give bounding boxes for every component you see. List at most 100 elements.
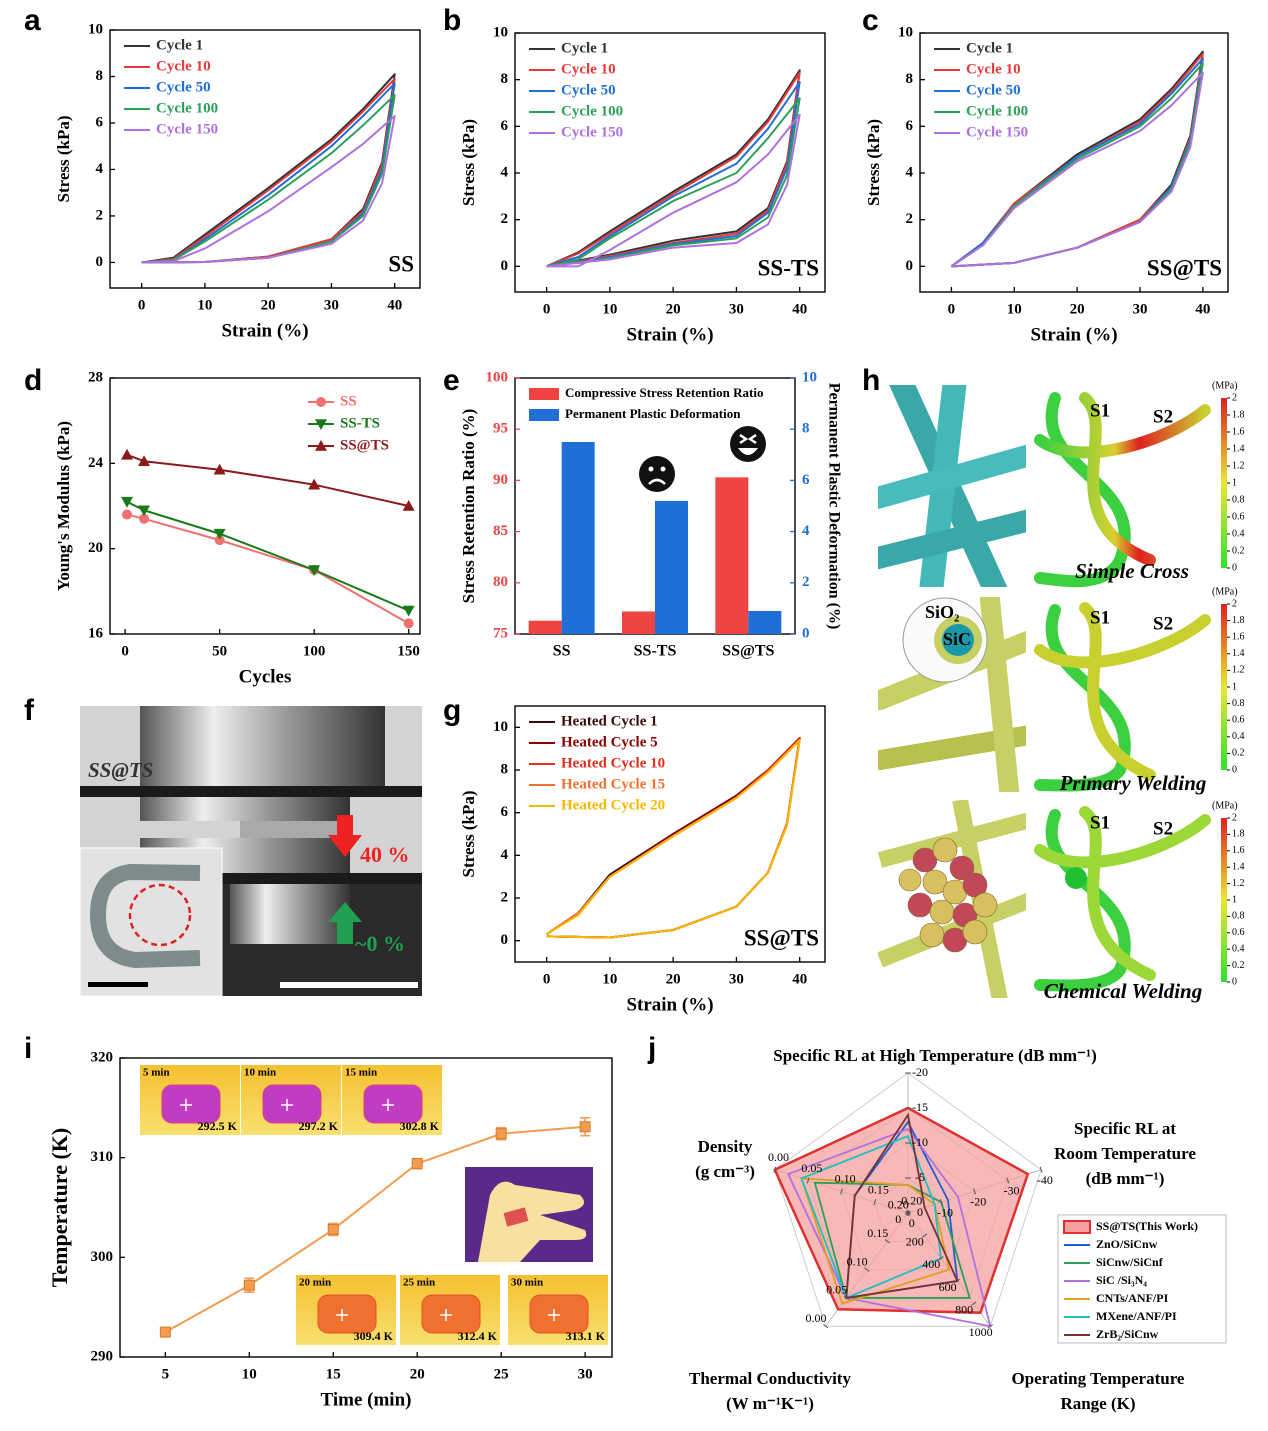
marker [138, 455, 151, 466]
panel-label: b [443, 4, 461, 37]
y-tick-label: 90 [493, 472, 508, 488]
legend-label: SiC /Si₃N₄ [1096, 1273, 1147, 1287]
y-axis-label: Stress (kPa) [459, 119, 478, 206]
render-caption: Chemical Welding [1044, 979, 1202, 1003]
annotation: SS@TS [744, 925, 819, 951]
x-tick-label: SS-TS [634, 643, 677, 660]
colorbar-tick-label: 1.8 [1232, 409, 1245, 420]
x-tick-label: 10 [602, 971, 617, 987]
y2-tick-label: 8 [802, 421, 810, 437]
radar-tick-label: 800 [955, 1302, 973, 1316]
thermal-blob [262, 1084, 322, 1124]
legend-label: Heated Cycle 10 [561, 755, 665, 771]
marker [327, 1223, 339, 1235]
y-tick-label: 10 [88, 21, 103, 37]
x-tick-label: 40 [387, 297, 402, 313]
legend-label: SS [340, 393, 357, 409]
inset-time: 20 min [299, 1277, 331, 1289]
marker [122, 509, 133, 520]
y-tick-label: 6 [501, 804, 509, 820]
crosshair [336, 1309, 348, 1321]
y-tick-label: 4 [96, 161, 104, 177]
radar-tick [873, 1199, 877, 1206]
colorbar-tick-label: 1.2 [1232, 665, 1245, 676]
data-line [546, 739, 801, 939]
inset-time: 10 min [244, 1067, 276, 1079]
radar-tick [1039, 1166, 1043, 1173]
legend-label: Cycle 1 [561, 40, 608, 56]
y-axis-label: Stress (kPa) [459, 790, 478, 877]
x-tick-label: 30 [1133, 301, 1148, 317]
y2-tick-label: 10 [802, 369, 817, 385]
legend-label: Heated Cycle 15 [561, 776, 665, 792]
sample-label: SS@TS [88, 758, 153, 782]
data-line [126, 453, 409, 507]
radar-tick [1006, 1177, 1010, 1184]
strain-label: 40 % [360, 842, 410, 867]
x-axis-label: Time (min) [321, 1389, 412, 1410]
y-tick-label: 0 [906, 258, 914, 274]
radar-tick-label: -40 [1037, 1173, 1053, 1187]
y-tick-label: 8 [501, 71, 509, 87]
marker [308, 478, 321, 490]
strain-label: ~0 % [355, 931, 405, 956]
radar-series [845, 1112, 959, 1300]
y2-tick-label: 4 [802, 523, 810, 539]
plot-frame [119, 1057, 613, 1358]
radar-tick [773, 1166, 777, 1173]
y-tick-label: 290 [91, 1348, 114, 1364]
radar-tick-label: 0.00 [768, 1150, 789, 1164]
legend-label: Cycle 150 [966, 124, 1028, 140]
y-tick-label: 10 [898, 24, 913, 40]
marker [138, 505, 151, 517]
y-tick-label: 300 [91, 1249, 114, 1265]
y-tick-label: 28 [88, 369, 103, 385]
inset-temp: 313.1 K [566, 1329, 606, 1343]
colorbar-tick-label: 1.8 [1232, 615, 1245, 626]
radar-tick-label: -30 [1004, 1184, 1020, 1198]
colorbar-tick-label: 0.2 [1232, 545, 1245, 556]
colorbar-tick-label: 1.6 [1232, 845, 1245, 856]
annotation: SS-TS [758, 255, 819, 280]
x-tick-label: 40 [792, 301, 807, 317]
radar-axis-label: Density [698, 1137, 753, 1156]
x-tick-label: 0 [138, 297, 146, 313]
bar [561, 442, 595, 634]
helix-renders [1034, 392, 1211, 992]
crosshair [281, 1099, 293, 1111]
colorbar [1221, 818, 1227, 982]
legend-marker [316, 397, 326, 407]
radar-tick [939, 1199, 943, 1206]
y-tick-label: 8 [501, 761, 509, 777]
radar-axis-label: Specific RL at [1074, 1119, 1176, 1138]
legend-frame [1057, 1214, 1227, 1344]
colorbar-tick-label: 1.8 [1232, 829, 1245, 840]
y-axis-label: Temperature (K) [47, 1128, 72, 1287]
colorbar-tick-label: 1.4 [1232, 443, 1245, 454]
y-tick-label: 8 [906, 71, 914, 87]
plot-frame [109, 377, 421, 635]
y-tick-label: 75 [493, 625, 508, 641]
radar-tick-label: -20 [970, 1195, 986, 1209]
colorbar-tick-label: 1 [1232, 477, 1237, 488]
y-tick-label: 4 [906, 164, 914, 180]
s1-label: S1 [1090, 812, 1110, 833]
radar-tick-label: 0 [909, 1216, 915, 1230]
colorbar-tick-label: 1.4 [1232, 861, 1245, 872]
x-tick-label: 10 [1007, 301, 1022, 317]
legend-label: Cycle 1 [156, 37, 203, 53]
y-axis-label: Young's Modulus (kPa) [54, 421, 73, 591]
legend-label: ZrB₂/SiCnw [1096, 1327, 1159, 1341]
colorbar-tick-label: 0.8 [1232, 494, 1245, 505]
y2-tick-label: 0 [802, 625, 810, 641]
radar-axis-label: (dB mm⁻¹) [1086, 1169, 1165, 1188]
legend-label: Heated Cycle 1 [561, 713, 658, 729]
legend-label: Cycle 50 [561, 82, 616, 98]
colorbar-label: (MPa) [1212, 586, 1238, 597]
inset-temp: 312.4 K [458, 1329, 498, 1343]
legend-label: Cycle 1 [966, 40, 1013, 56]
render-caption: Simple Cross [1075, 559, 1189, 583]
radar-tick-label: 0.10 [835, 1172, 856, 1186]
bar [528, 620, 562, 634]
